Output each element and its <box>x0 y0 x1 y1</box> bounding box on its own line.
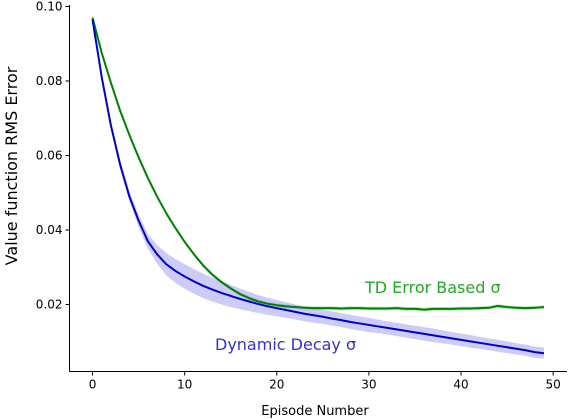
y-tick-label: 0.04 <box>36 223 63 237</box>
y-tick-label: 0.06 <box>36 148 63 162</box>
series-label-dynamic-decay: Dynamic Decay σ <box>215 335 356 354</box>
x-tick-label: 30 <box>361 378 376 392</box>
x-tick-label: 20 <box>269 378 284 392</box>
series-line-0 <box>91 17 545 311</box>
y-axis-label: Value function RMS Error <box>2 66 21 265</box>
y-tick-label: 0.10 <box>36 0 63 13</box>
axes <box>69 5 567 372</box>
y-tick-label: 0.02 <box>36 297 63 311</box>
x-axis-label: Episode Number <box>261 404 369 419</box>
x-tick-label: 40 <box>453 378 468 392</box>
x-ticks: 0 10 20 30 40 50 <box>89 371 561 392</box>
series-label-td-error: TD Error Based σ <box>364 278 501 297</box>
y-ticks: 0.02 0.04 0.06 0.08 0.10 <box>36 0 70 311</box>
x-tick-label: 50 <box>546 378 561 392</box>
series-line-1 <box>91 19 545 355</box>
series-lines <box>91 17 545 355</box>
y-tick-label: 0.08 <box>36 74 63 88</box>
x-tick-label: 10 <box>177 378 192 392</box>
x-tick-label: 0 <box>89 378 97 392</box>
